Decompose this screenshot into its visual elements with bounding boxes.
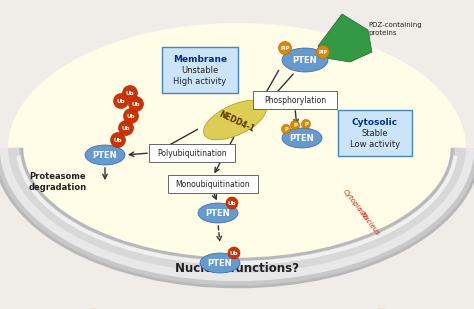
- Text: Ub: Ub: [117, 99, 125, 104]
- Text: Ub: Ub: [126, 91, 134, 95]
- Polygon shape: [318, 14, 372, 62]
- Circle shape: [228, 247, 240, 259]
- FancyBboxPatch shape: [149, 144, 235, 162]
- Text: P: P: [293, 122, 297, 128]
- Ellipse shape: [200, 253, 240, 273]
- Text: NEDD4-1: NEDD4-1: [218, 110, 256, 134]
- Text: Cytosolic: Cytosolic: [352, 117, 398, 126]
- Circle shape: [118, 121, 134, 136]
- Text: P: P: [304, 121, 308, 126]
- Circle shape: [226, 197, 238, 209]
- Circle shape: [282, 125, 291, 133]
- Text: Nuclear functions?: Nuclear functions?: [175, 261, 299, 274]
- Circle shape: [301, 120, 310, 129]
- Text: PTEN: PTEN: [290, 133, 314, 142]
- Text: Low activity: Low activity: [350, 139, 400, 149]
- Text: PTEN: PTEN: [206, 209, 230, 218]
- Circle shape: [122, 86, 137, 100]
- Text: Polyubiquitination: Polyubiquitination: [157, 149, 227, 158]
- Text: PIP: PIP: [281, 45, 290, 50]
- Ellipse shape: [282, 48, 328, 72]
- Text: High activity: High activity: [173, 77, 227, 86]
- Text: Ub: Ub: [132, 101, 140, 107]
- FancyBboxPatch shape: [162, 47, 238, 93]
- Text: Nucleus: Nucleus: [359, 211, 381, 237]
- Text: PTEN: PTEN: [208, 259, 232, 268]
- FancyBboxPatch shape: [338, 110, 412, 156]
- Circle shape: [128, 96, 144, 112]
- Ellipse shape: [203, 100, 266, 140]
- Text: Ub: Ub: [127, 113, 135, 118]
- Text: Monoubiquitination: Monoubiquitination: [176, 180, 250, 188]
- Text: PTEN: PTEN: [292, 56, 317, 65]
- Ellipse shape: [198, 203, 238, 223]
- Text: PTEN: PTEN: [93, 150, 117, 159]
- Text: Ub: Ub: [114, 138, 122, 142]
- Text: PIP: PIP: [319, 49, 328, 54]
- Ellipse shape: [8, 23, 466, 273]
- Circle shape: [291, 121, 300, 129]
- Text: Stable: Stable: [362, 129, 388, 138]
- FancyBboxPatch shape: [168, 175, 258, 193]
- Circle shape: [279, 41, 292, 54]
- FancyBboxPatch shape: [253, 91, 337, 109]
- Text: Ub: Ub: [230, 251, 238, 256]
- Circle shape: [110, 133, 126, 147]
- Text: Proteasome
degradation: Proteasome degradation: [29, 172, 87, 192]
- Circle shape: [124, 108, 138, 124]
- Text: PDZ-containing
proteins: PDZ-containing proteins: [368, 22, 422, 36]
- Text: P: P: [284, 126, 288, 132]
- Ellipse shape: [85, 145, 125, 165]
- Text: Ub: Ub: [122, 125, 130, 130]
- Text: Unstable: Unstable: [182, 66, 219, 74]
- Ellipse shape: [282, 128, 322, 148]
- Text: Ub: Ub: [228, 201, 236, 205]
- Text: Cytoplasm: Cytoplasm: [342, 188, 370, 222]
- Circle shape: [113, 94, 128, 108]
- Text: Phosphorylation: Phosphorylation: [264, 95, 326, 104]
- Text: Membrane: Membrane: [173, 54, 227, 64]
- Circle shape: [317, 45, 329, 58]
